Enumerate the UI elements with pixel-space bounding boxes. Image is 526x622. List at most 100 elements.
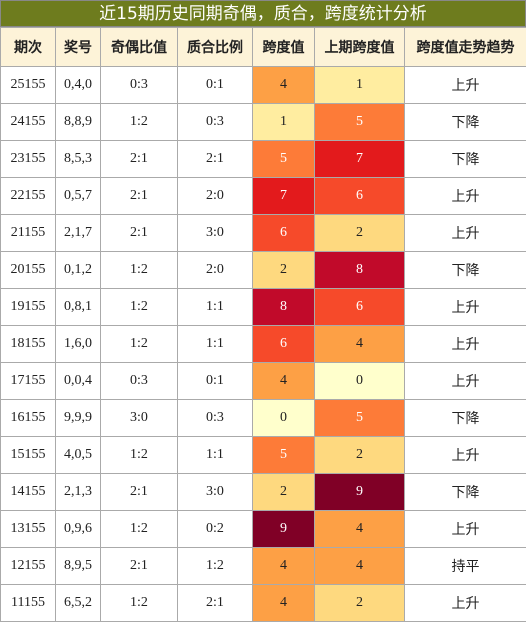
cell: 上升 — [405, 289, 526, 326]
cell: 19155 — [1, 289, 56, 326]
cell: 23155 — [1, 141, 56, 178]
cell: 24155 — [1, 104, 56, 141]
cell: 1:2 — [101, 437, 178, 474]
cell: 下降 — [405, 141, 526, 178]
cell: 4,0,5 — [56, 437, 101, 474]
cell: 2 — [253, 474, 315, 511]
cell: 15155 — [1, 437, 56, 474]
cell: 7 — [253, 178, 315, 215]
cell: 2:1 — [101, 548, 178, 585]
cell: 9 — [315, 474, 405, 511]
cell: 上升 — [405, 363, 526, 400]
cell: 2:1 — [101, 178, 178, 215]
cell: 6 — [253, 326, 315, 363]
column-header: 期次 — [1, 28, 56, 67]
cell: 2:1 — [101, 474, 178, 511]
cell: 22155 — [1, 178, 56, 215]
cell: 2 — [315, 215, 405, 252]
cell: 9 — [253, 511, 315, 548]
cell: 上升 — [405, 511, 526, 548]
cell: 0:3 — [178, 400, 253, 437]
cell: 16155 — [1, 400, 56, 437]
cell: 4 — [253, 585, 315, 622]
cell: 0 — [253, 400, 315, 437]
cell: 14155 — [1, 474, 56, 511]
cell: 17155 — [1, 363, 56, 400]
cell: 上升 — [405, 437, 526, 474]
header-row: 期次奖号奇偶比值质合比例跨度值上期跨度值跨度值走势趋势 — [1, 28, 526, 67]
cell: 1 — [253, 104, 315, 141]
cell: 4 — [315, 326, 405, 363]
cell: 2 — [253, 252, 315, 289]
cell: 下降 — [405, 104, 526, 141]
cell: 8 — [315, 252, 405, 289]
cell: 1,6,0 — [56, 326, 101, 363]
cell: 6,5,2 — [56, 585, 101, 622]
cell: 1:2 — [101, 289, 178, 326]
cell: 持平 — [405, 548, 526, 585]
cell: 3:0 — [178, 474, 253, 511]
cell: 0:3 — [178, 104, 253, 141]
cell: 2:0 — [178, 252, 253, 289]
cell: 8,5,3 — [56, 141, 101, 178]
cell: 1:1 — [178, 437, 253, 474]
cell: 9,9,9 — [56, 400, 101, 437]
column-header: 奇偶比值 — [101, 28, 178, 67]
cell: 0:2 — [178, 511, 253, 548]
cell: 4 — [315, 511, 405, 548]
cell: 0 — [315, 363, 405, 400]
cell: 1 — [315, 67, 405, 104]
cell: 6 — [315, 289, 405, 326]
cell: 上升 — [405, 326, 526, 363]
cell: 0,4,0 — [56, 67, 101, 104]
cell: 2:1 — [178, 585, 253, 622]
column-header: 质合比例 — [178, 28, 253, 67]
cell: 0:1 — [178, 363, 253, 400]
cell: 1:2 — [178, 548, 253, 585]
cell: 8,8,9 — [56, 104, 101, 141]
cell: 5 — [253, 141, 315, 178]
column-header: 跨度值走势趋势 — [405, 28, 526, 67]
column-header: 上期跨度值 — [315, 28, 405, 67]
cell: 下降 — [405, 252, 526, 289]
cell: 13155 — [1, 511, 56, 548]
cell: 1:2 — [101, 326, 178, 363]
cell: 6 — [253, 215, 315, 252]
column-header: 奖号 — [56, 28, 101, 67]
cell: 2,1,7 — [56, 215, 101, 252]
cell: 2 — [315, 585, 405, 622]
cell: 5 — [315, 104, 405, 141]
cell: 0:1 — [178, 67, 253, 104]
cell: 5 — [315, 400, 405, 437]
cell: 3:0 — [178, 215, 253, 252]
cell: 8,9,5 — [56, 548, 101, 585]
cell: 下降 — [405, 400, 526, 437]
cell: 18155 — [1, 326, 56, 363]
cell: 20155 — [1, 252, 56, 289]
cell: 2:1 — [178, 141, 253, 178]
cell: 7 — [315, 141, 405, 178]
cell: 0,9,6 — [56, 511, 101, 548]
title: 近15期历史同期奇偶，质合，跨度统计分析 — [0, 0, 526, 27]
cell: 2 — [315, 437, 405, 474]
cell: 上升 — [405, 585, 526, 622]
cell: 8 — [253, 289, 315, 326]
cell: 2:1 — [101, 215, 178, 252]
cell: 4 — [315, 548, 405, 585]
